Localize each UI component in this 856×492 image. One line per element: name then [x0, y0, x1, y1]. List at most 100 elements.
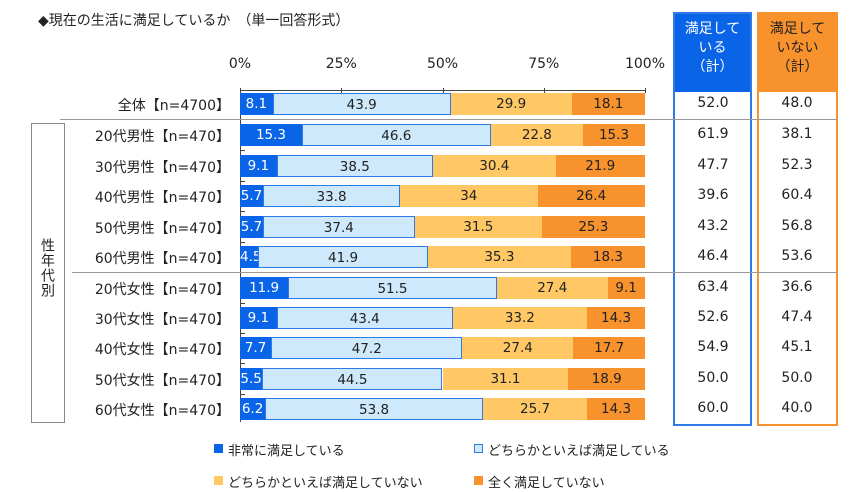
bar-segment: 11.9: [240, 277, 289, 299]
unsatisfied-total-value: 40.0: [781, 400, 813, 416]
legend-label: 全く満足していない: [488, 476, 605, 491]
unsatisfied-total-header: 満足して いない （計）: [759, 14, 836, 92]
y-tick-mark: [241, 394, 245, 395]
row-label: 30代男性【n=470】: [94, 160, 230, 176]
bar-segment: 29.9: [450, 93, 572, 115]
unsatisfied-total-value: 45.1: [781, 339, 813, 355]
bar-segment: 31.5: [414, 216, 543, 238]
x-tick-mark: [645, 88, 646, 93]
header-line: （計）: [691, 59, 734, 75]
bar-segment: 53.8: [265, 398, 483, 420]
bar-segment: 14.3: [587, 398, 645, 420]
satisfied-total-value: 60.0: [697, 400, 729, 416]
legend-swatch: [474, 476, 483, 485]
bar-segment: 43.9: [272, 93, 451, 115]
bar-segment: 9.1: [607, 277, 645, 299]
bar-segment: 8.1: [240, 93, 273, 115]
satisfied-total-value: 52.6: [697, 309, 729, 325]
y-tick-mark: [241, 303, 245, 304]
row-label: 20代男性【n=470】: [94, 129, 230, 145]
x-tick-label: 100%: [624, 56, 666, 72]
unsatisfied-total-value: 38.1: [781, 126, 813, 142]
bar-segment: 18.3: [570, 246, 645, 268]
divider-line: [60, 119, 838, 120]
unsatisfied-total-value: 36.6: [781, 279, 813, 295]
bar-segment: 25.7: [483, 398, 588, 420]
satisfied-total-column: 満足して いる （計）: [673, 12, 752, 426]
row-label: 20代女性【n=470】: [94, 282, 230, 298]
unsatisfied-total-value: 50.0: [781, 370, 813, 386]
bar-segment: 17.7: [573, 337, 645, 359]
bar-segment: 33.8: [263, 185, 400, 207]
bar-segment: 18.9: [568, 368, 645, 390]
satisfied-total-value: 43.2: [697, 218, 729, 234]
bar-segment: 44.5: [262, 368, 443, 390]
bar-segment: 15.3: [583, 124, 645, 146]
row-label: 40代男性【n=470】: [94, 190, 230, 206]
satisfied-total-value: 54.9: [697, 339, 729, 355]
y-tick-mark: [241, 181, 245, 182]
unsatisfied-total-column: 満足して いない （計）: [757, 12, 838, 426]
legend-label: どちらかといえば満足していない: [228, 476, 423, 491]
unsatisfied-total-value: 60.4: [781, 187, 813, 203]
bar-segment: 7.7: [240, 337, 272, 359]
satisfied-total-value: 63.4: [697, 279, 729, 295]
x-tick-label: 0%: [228, 56, 252, 72]
unsatisfied-total-value: 47.4: [781, 309, 813, 325]
bar-segment: 4.5: [240, 246, 259, 268]
bar-segment: 22.8: [490, 124, 584, 146]
group-bracket: [31, 123, 65, 423]
bar-segment: 30.4: [432, 155, 556, 177]
y-tick-mark: [241, 333, 245, 334]
x-tick-mark: [240, 88, 241, 93]
row-label: 50代男性【n=470】: [94, 221, 230, 237]
bar-segment: 26.4: [537, 185, 645, 207]
y-tick-mark: [241, 150, 245, 151]
unsatisfied-total-value: 48.0: [781, 95, 813, 111]
legend-label: どちらかといえば満足している: [488, 444, 670, 459]
legend-swatch: [474, 444, 483, 453]
x-tick-mark: [543, 88, 545, 93]
x-tick-label: 25%: [325, 56, 357, 72]
bar-segment: 37.4: [263, 216, 415, 238]
bar-segment: 35.3: [427, 246, 571, 268]
bar-segment: 33.2: [452, 307, 588, 329]
bar-segment: 18.1: [571, 93, 645, 115]
row-label: 40代女性【n=470】: [94, 342, 230, 358]
x-tick-label: 50%: [426, 56, 459, 72]
bar-segment: 21.9: [555, 155, 645, 177]
row-label: 60代男性【n=470】: [94, 251, 230, 267]
satisfied-total-value: 61.9: [697, 126, 729, 142]
legend-label: 非常に満足している: [228, 444, 345, 459]
bar-segment: 14.3: [587, 307, 645, 329]
chart-title: ◆現在の生活に満足しているか （単一回答形式）: [38, 13, 350, 29]
unsatisfied-total-value: 53.6: [781, 248, 813, 264]
bar-segment: 43.4: [276, 307, 453, 329]
satisfied-total-value: 46.4: [697, 248, 729, 264]
x-tick-mark: [442, 88, 444, 93]
row-label: 50代女性【n=470】: [94, 373, 230, 389]
divider-line: [72, 272, 838, 273]
header-line: いない: [776, 40, 819, 56]
satisfied-total-value: 39.6: [697, 187, 729, 203]
bar-segment: 27.4: [462, 337, 574, 359]
legend-swatch: [214, 476, 223, 485]
bar-segment: 31.1: [442, 368, 569, 390]
satisfied-total-value: 52.0: [697, 95, 729, 111]
bar-segment: 5.7: [240, 185, 264, 207]
bar-segment: 9.1: [240, 307, 277, 329]
legend-swatch: [214, 444, 223, 453]
unsatisfied-total-value: 56.8: [781, 218, 813, 234]
bar-segment: 46.6: [301, 124, 491, 146]
bar-segment: 38.5: [276, 155, 433, 177]
satisfied-total-value: 47.7: [697, 157, 729, 173]
bar-segment: 15.3: [240, 124, 302, 146]
header-line: 満足して: [769, 21, 826, 37]
bar-segment: 47.2: [271, 337, 463, 359]
x-tick-mark: [341, 88, 343, 93]
bar-segment: 41.9: [258, 246, 428, 268]
bar-segment: 27.4: [496, 277, 608, 299]
satisfied-total-value: 50.0: [697, 370, 729, 386]
unsatisfied-total-value: 52.3: [781, 157, 813, 173]
